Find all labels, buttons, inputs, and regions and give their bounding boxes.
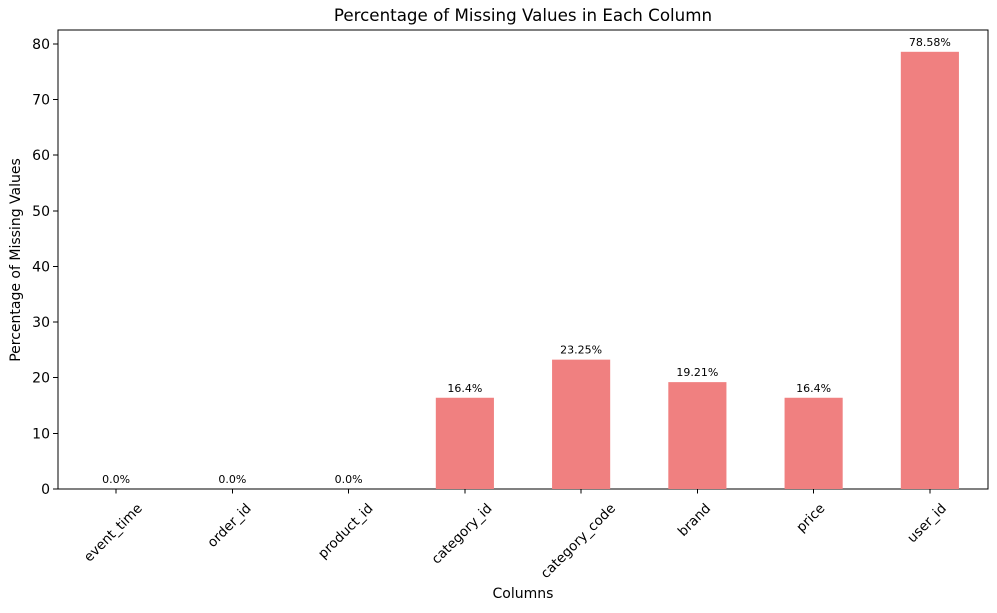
bar-brand [668, 382, 727, 489]
y-tick-label: 40 [32, 259, 50, 275]
bar-value-label: 0.0% [335, 473, 363, 486]
y-tick-label: 0 [41, 482, 50, 498]
bar-value-label: 0.0% [218, 473, 246, 486]
x-tick-label: user_id [904, 501, 950, 547]
y-tick-label: 60 [32, 148, 50, 164]
bar-price [784, 397, 843, 489]
y-tick-label: 10 [32, 426, 50, 442]
chart-title: Percentage of Missing Values in Each Col… [333, 5, 713, 25]
y-tick-label: 80 [32, 37, 50, 53]
x-tick-label: category_id [429, 501, 496, 568]
bar-value-label: 23.25% [560, 344, 602, 357]
y-tick-label: 30 [32, 315, 50, 331]
y-tick-label: 20 [32, 371, 50, 387]
bar-value-label: 78.58% [909, 36, 951, 49]
bar-value-label: 0.0% [102, 473, 130, 486]
bar-category_code [552, 359, 611, 489]
bar-value-label: 19.21% [676, 366, 718, 379]
y-tick-label: 70 [32, 93, 50, 109]
bar-value-label: 16.4% [796, 382, 831, 395]
x-tick-label: product_id [315, 501, 377, 563]
bar-user_id [900, 51, 959, 490]
plot-frame [57, 29, 989, 490]
bar-category_id [435, 397, 494, 489]
x-axis-title: Columns [492, 586, 554, 602]
bar-value-label: 16.4% [447, 382, 482, 395]
x-tick-label: category_code [538, 501, 619, 582]
x-tick-label: brand [675, 501, 714, 540]
x-tick-label: event_time [81, 501, 146, 566]
x-tick-label: price [793, 501, 828, 536]
y-tick-label: 50 [32, 204, 50, 220]
x-tick-label: order_id [204, 501, 254, 551]
